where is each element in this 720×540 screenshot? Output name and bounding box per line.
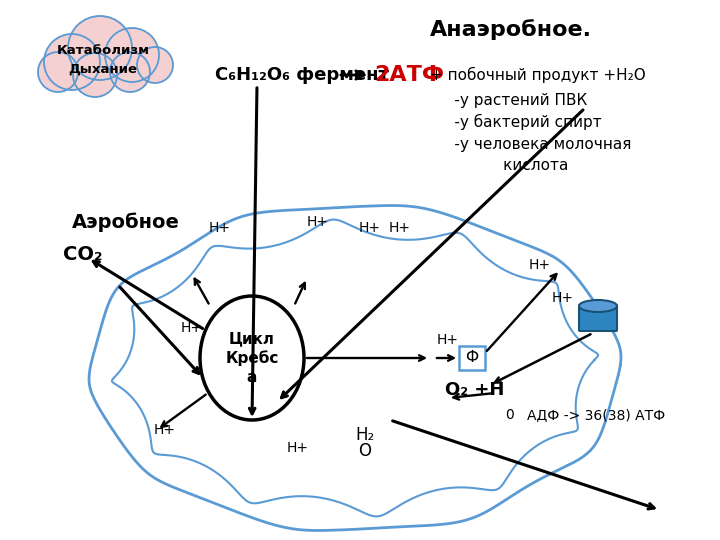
Ellipse shape — [579, 300, 617, 312]
Text: Н+: Н+ — [437, 333, 459, 347]
Circle shape — [137, 47, 173, 83]
Text: Катаболизм
Дыхание: Катаболизм Дыхание — [56, 44, 150, 76]
Text: Н+: Н+ — [181, 321, 203, 335]
Text: Н+: Н+ — [359, 221, 381, 235]
Text: -у растений ПВК: -у растений ПВК — [430, 92, 588, 107]
Text: Н+: Н+ — [529, 258, 551, 272]
Circle shape — [68, 16, 132, 80]
Text: + побочный продукт +Н₂О: + побочный продукт +Н₂О — [430, 67, 646, 83]
Text: Н+: Н+ — [552, 291, 574, 305]
Text: -у бактерий спирт: -у бактерий спирт — [430, 114, 602, 130]
Text: Н+: Н+ — [209, 221, 231, 235]
Text: Н+: Н+ — [154, 423, 176, 437]
Text: Н+: Н+ — [287, 441, 309, 455]
Text: -у человека молочная: -у человека молочная — [430, 137, 631, 152]
Circle shape — [110, 52, 150, 92]
Circle shape — [105, 28, 159, 82]
Text: 0: 0 — [505, 408, 514, 422]
FancyBboxPatch shape — [459, 346, 485, 370]
Circle shape — [38, 52, 78, 92]
Circle shape — [44, 34, 100, 90]
Text: Аэробное: Аэробное — [72, 212, 180, 232]
Text: кислота: кислота — [430, 159, 568, 173]
Text: АДФ -> 36(38) АТФ: АДФ -> 36(38) АТФ — [527, 408, 665, 422]
Text: Н+: Н+ — [389, 221, 411, 235]
Text: СО₂: СО₂ — [63, 246, 102, 265]
Text: Н₂
О: Н₂ О — [356, 426, 374, 460]
Text: Цикл
Кребс
а: Цикл Кребс а — [225, 332, 279, 384]
Text: 2АТФ: 2АТФ — [374, 65, 444, 85]
Text: Анаэробное.: Анаэробное. — [430, 19, 592, 40]
Circle shape — [73, 53, 117, 97]
Text: Ф: Ф — [465, 350, 479, 366]
Text: О₂ +Н: О₂ +Н — [445, 381, 505, 399]
FancyBboxPatch shape — [579, 305, 617, 331]
Text: С₆H₁₂O₆ фермент: С₆H₁₂O₆ фермент — [215, 66, 389, 84]
Text: Н+: Н+ — [307, 215, 329, 229]
